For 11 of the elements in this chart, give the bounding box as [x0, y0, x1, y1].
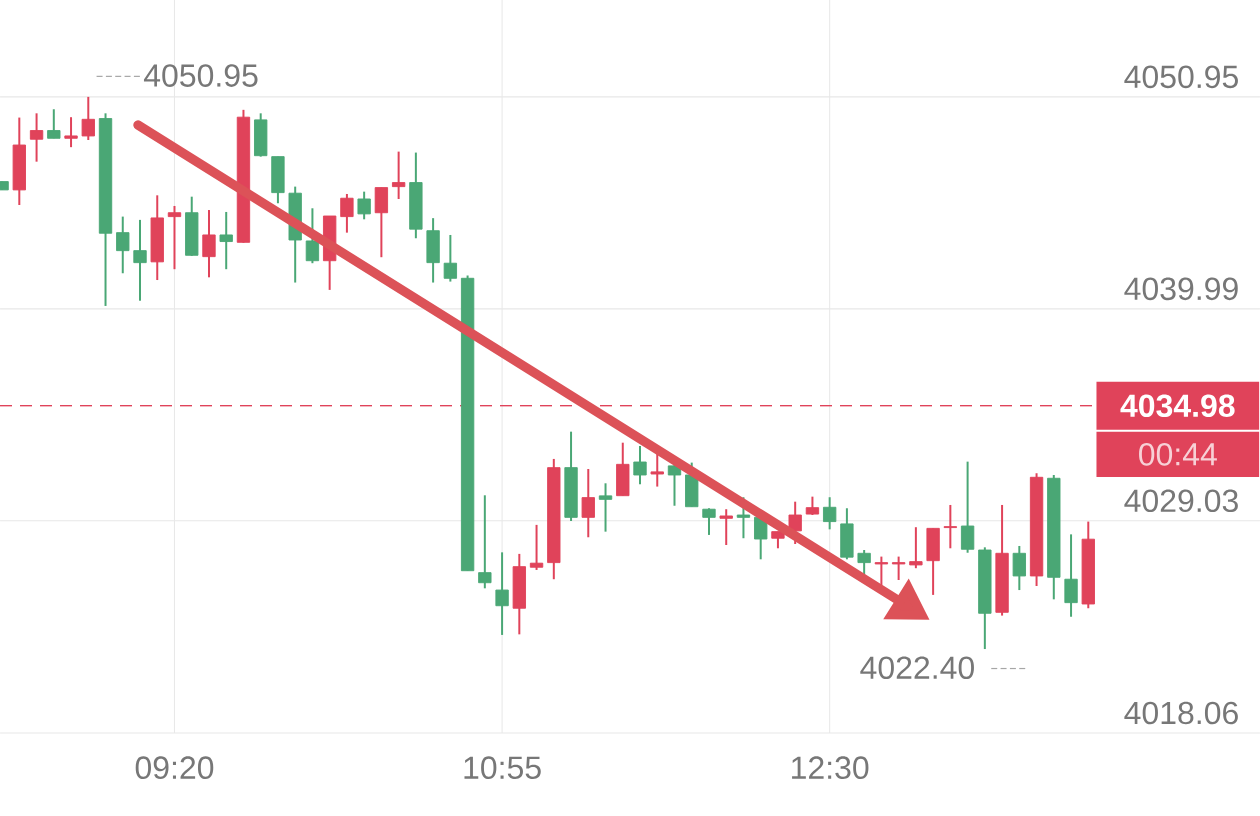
y-tick-label: 4039.99 — [1124, 277, 1238, 301]
x-tick-label: 09:20 — [135, 756, 214, 780]
y-tick-label: 4029.03 — [1124, 489, 1238, 513]
annotation: 4022.40 — [860, 656, 974, 680]
y-tick-label: 4018.06 — [1124, 701, 1238, 725]
ref-line-label: 4034.98 — [1120, 394, 1235, 418]
annotation: 4050.95 — [143, 64, 258, 87]
y-tick-label: 4050.95 — [1124, 65, 1238, 89]
x-tick-label: 10:55 — [464, 756, 541, 780]
x-tick-label: 12:30 — [792, 756, 869, 780]
annotation: 00:44 — [1139, 443, 1217, 466]
